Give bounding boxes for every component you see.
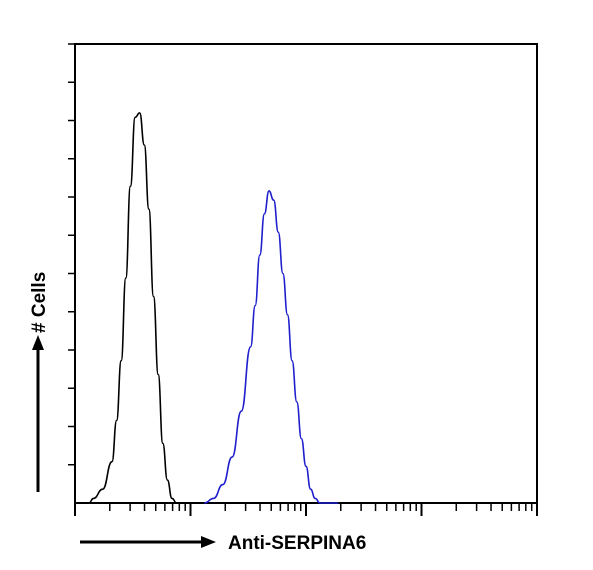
histogram-series-2 bbox=[204, 190, 339, 504]
y-axis-arrowhead bbox=[32, 335, 44, 350]
y-axis-label: # Cells bbox=[29, 272, 50, 333]
y-axis-ticks bbox=[68, 43, 75, 466]
series-layer bbox=[75, 112, 339, 504]
histogram-series-1 bbox=[75, 112, 182, 504]
plot-frame bbox=[74, 43, 538, 504]
x-axis-label: Anti-SERPINA6 bbox=[228, 533, 366, 554]
x-axis-ticks bbox=[74, 503, 538, 516]
x-axis-arrowhead bbox=[201, 536, 216, 548]
